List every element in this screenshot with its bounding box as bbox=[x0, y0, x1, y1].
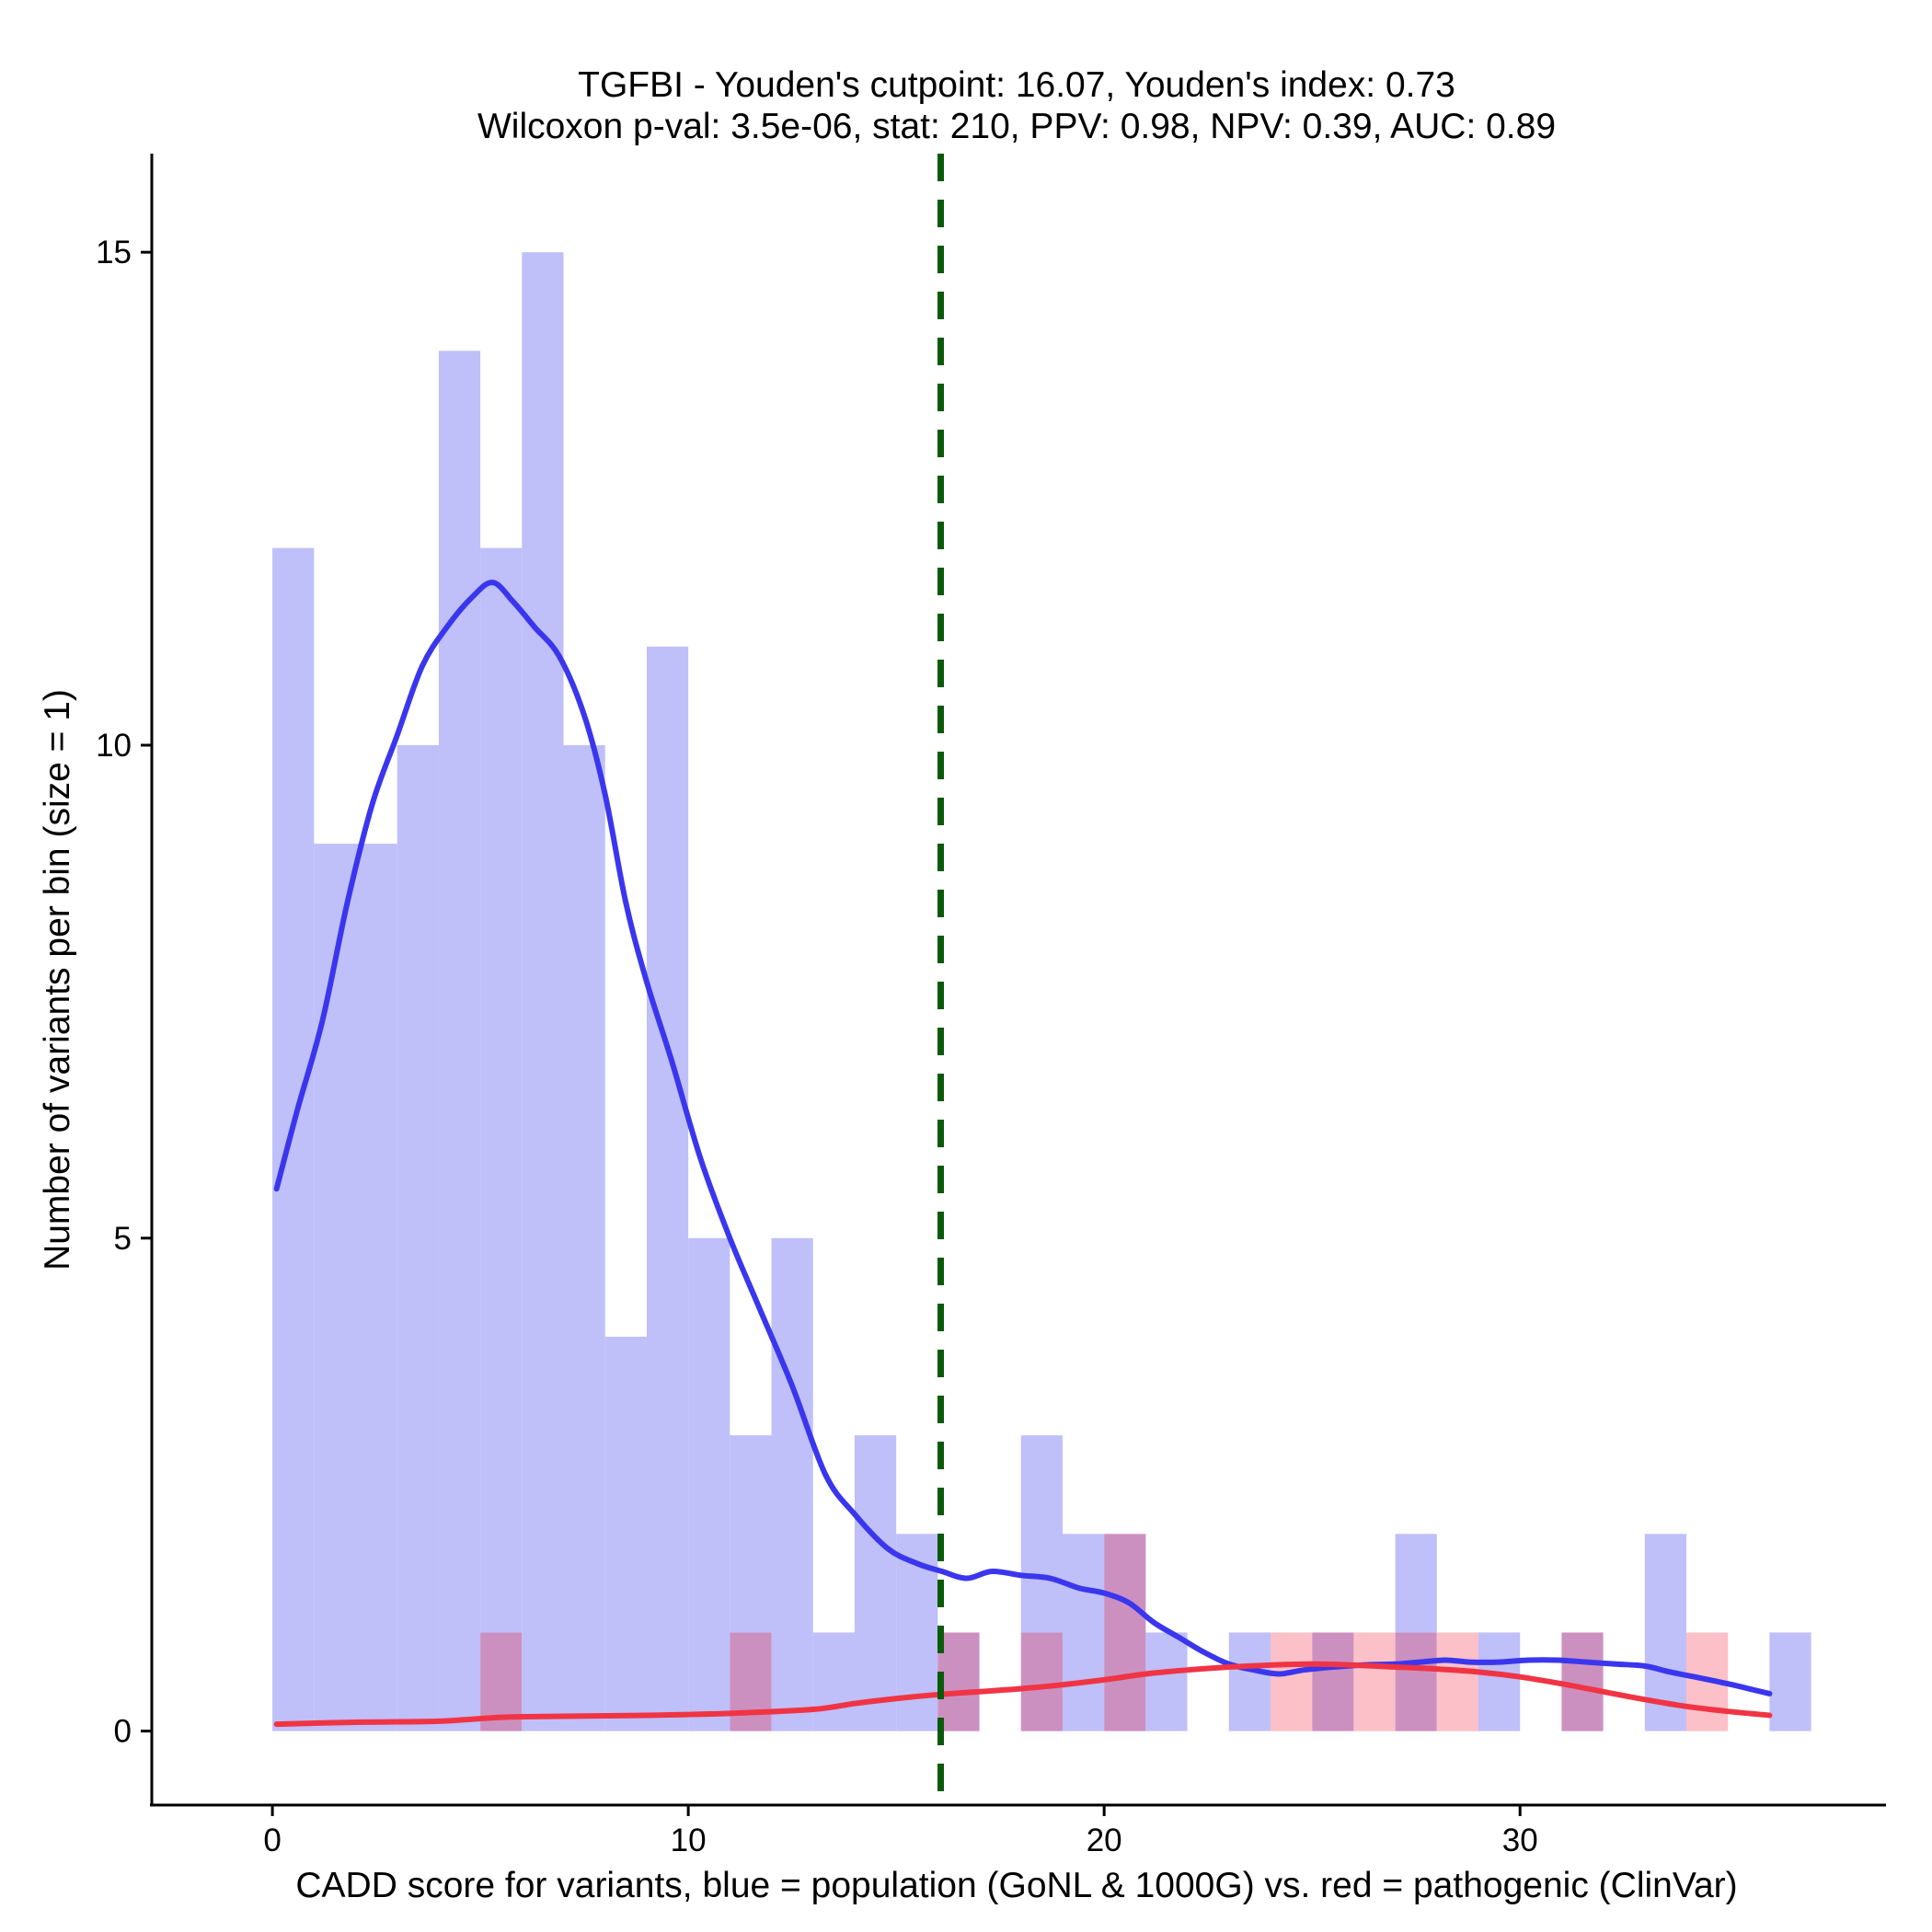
chart-title-line-2: Wilcoxon p-val: 3.5e-06, stat: 210, PPV:… bbox=[477, 107, 1556, 146]
population-bar-19 bbox=[1062, 1534, 1105, 1731]
overlap-bar-25 bbox=[1312, 1632, 1354, 1731]
bars-layer bbox=[272, 252, 1811, 1731]
y-tick-label-5: 5 bbox=[114, 1221, 132, 1257]
pathogenic-density-line bbox=[273, 1661, 1773, 1728]
x-axis-label: CADD score for variants, blue = populati… bbox=[295, 1866, 1737, 1905]
population-bar-27 bbox=[1395, 1534, 1437, 1633]
x-tick-label-20: 20 bbox=[1087, 1823, 1122, 1858]
population-bar-36 bbox=[1769, 1632, 1811, 1731]
population-bar-23 bbox=[1228, 1632, 1271, 1731]
density-layer bbox=[273, 580, 1773, 1728]
population-bar-5 bbox=[480, 547, 523, 1633]
y-tick-label-10: 10 bbox=[96, 728, 132, 764]
population-bar-2 bbox=[355, 844, 397, 1731]
population-bar-13 bbox=[812, 1632, 855, 1731]
population-bar-3 bbox=[397, 744, 439, 1731]
population-bar-1 bbox=[314, 844, 356, 1731]
overlap-bar-31 bbox=[1561, 1632, 1604, 1731]
population-bar-11 bbox=[730, 1435, 772, 1633]
pathogenic-bar-24 bbox=[1270, 1632, 1313, 1731]
population-bar-7 bbox=[563, 744, 605, 1731]
population-bar-0 bbox=[272, 547, 315, 1731]
x-tick-label-0: 0 bbox=[263, 1823, 281, 1858]
population-bar-29 bbox=[1478, 1632, 1521, 1731]
population-bar-12 bbox=[771, 1237, 813, 1731]
overlap-bar-18 bbox=[1020, 1632, 1063, 1731]
x-tick-label-10: 10 bbox=[671, 1823, 707, 1858]
population-bar-10 bbox=[688, 1237, 730, 1731]
axes-layer bbox=[150, 154, 1886, 1807]
y-axis-label: Number of variants per bin (size = 1) bbox=[38, 689, 77, 1271]
population-density-line bbox=[273, 580, 1773, 1696]
population-bar-14 bbox=[854, 1435, 897, 1731]
ticks-layer: 0 10 20 30 0 5 10 15 bbox=[96, 235, 1538, 1858]
population-bar-18 bbox=[1020, 1435, 1063, 1633]
y-tick-label-15: 15 bbox=[96, 235, 132, 270]
population-bar-4 bbox=[438, 351, 481, 1731]
chart-title-line-1: TGFBI - Youden's cutpoint: 16.07, Youden… bbox=[578, 65, 1455, 105]
y-tick-label-0: 0 bbox=[114, 1714, 132, 1750]
pathogenic-bar-26 bbox=[1353, 1632, 1396, 1731]
x-tick-label-30: 30 bbox=[1502, 1823, 1538, 1858]
overlap-bar-20 bbox=[1104, 1534, 1146, 1731]
population-bar-21 bbox=[1145, 1632, 1188, 1731]
overlap-bar-27 bbox=[1395, 1632, 1437, 1731]
overlap-bar-16 bbox=[937, 1632, 980, 1731]
population-bar-9 bbox=[646, 646, 689, 1731]
overlap-bar-11 bbox=[730, 1632, 772, 1731]
population-bar-6 bbox=[522, 252, 564, 1731]
pathogenic-bar-28 bbox=[1436, 1632, 1479, 1731]
population-bar-8 bbox=[604, 1336, 647, 1731]
